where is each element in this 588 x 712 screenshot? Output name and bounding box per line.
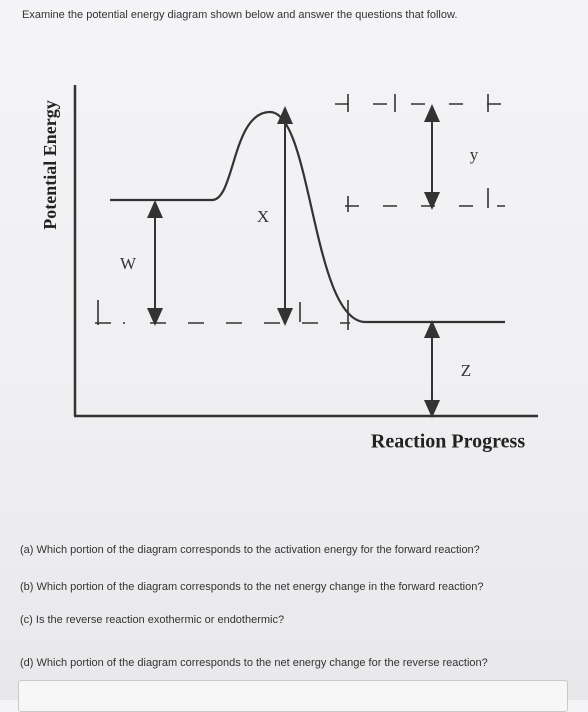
- x-axis-label: Reaction Progress: [371, 431, 525, 453]
- instruction: Examine the potential energy diagram sho…: [22, 9, 458, 21]
- question: (d) Which portion of the diagram corresp…: [20, 657, 488, 669]
- answer-box[interactable]: [18, 680, 568, 712]
- label-y: y: [470, 145, 479, 164]
- label-w: W: [120, 254, 137, 273]
- question: (b) Which portion of the diagram corresp…: [20, 581, 484, 593]
- label-x: X: [257, 207, 269, 226]
- question: (c) Is the reverse reaction exothermic o…: [20, 614, 285, 626]
- question: (a) Which portion of the diagram corresp…: [20, 544, 480, 556]
- y-axis-label: Potential Energy: [40, 100, 60, 229]
- dashed-guides: [95, 94, 505, 330]
- diagram: Potential Energy Reaction Progress W X y…: [40, 85, 538, 453]
- arrows: [147, 104, 440, 418]
- energy-curve: [110, 110, 505, 324]
- label-z: Z: [461, 361, 471, 380]
